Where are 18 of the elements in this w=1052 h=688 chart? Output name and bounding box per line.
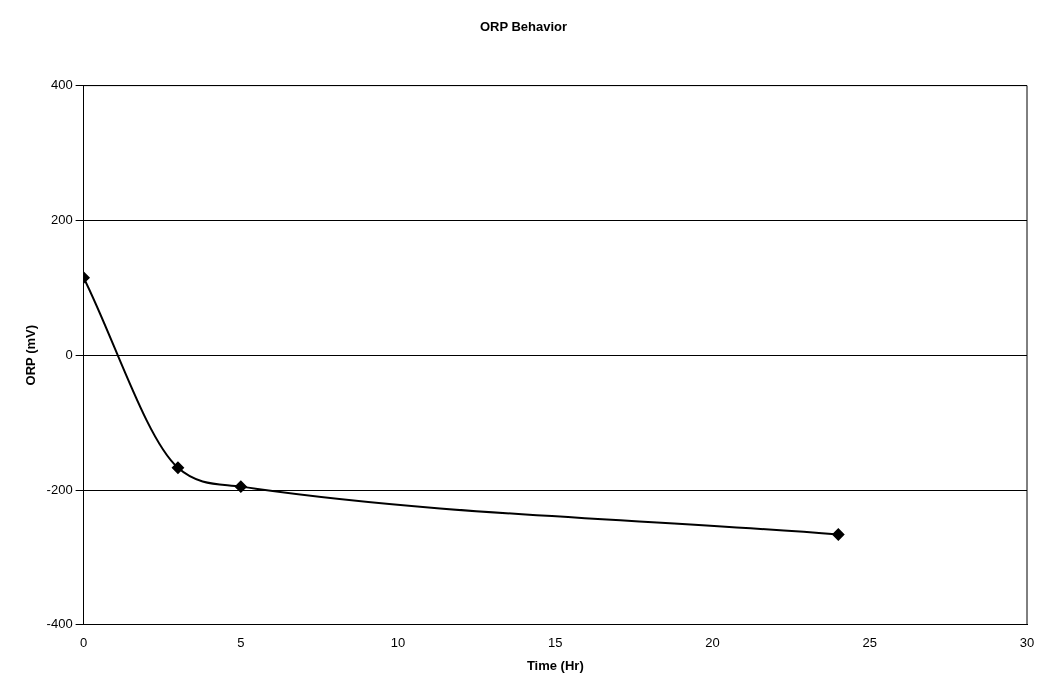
x-tick-label: 25 [862, 635, 877, 651]
x-tick-label: 10 [390, 635, 406, 651]
y-tick-label: -200 [46, 481, 73, 497]
point [234, 480, 247, 493]
chart-title: ORP Behavior [479, 19, 568, 35]
x-tick-label: 20 [705, 635, 720, 651]
x-tick-label: 30 [1019, 635, 1035, 651]
y-tick-label: 200 [50, 211, 73, 227]
y-tick-label: 400 [50, 77, 73, 93]
x-tick-label: 15 [548, 635, 563, 651]
x-tick-label: 5 [237, 635, 245, 651]
y-tick-label: 0 [65, 346, 73, 362]
x-axis-title: Time (Hr) [526, 657, 584, 673]
y-axis-title: ORP (mV) [23, 324, 39, 386]
y-tick-label: -400 [46, 616, 73, 632]
point [171, 461, 184, 474]
point [832, 528, 845, 541]
x-tick-label: 0 [80, 635, 88, 651]
